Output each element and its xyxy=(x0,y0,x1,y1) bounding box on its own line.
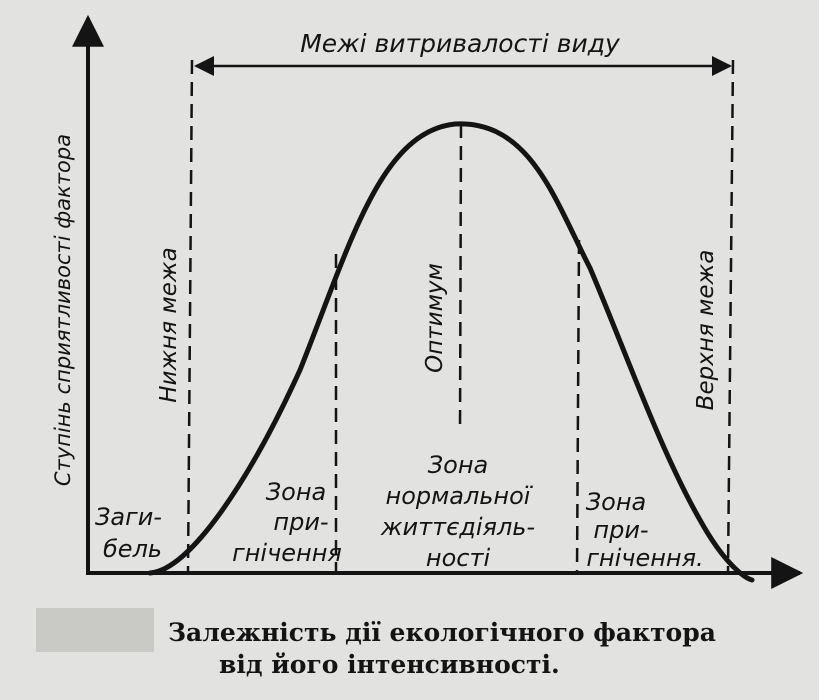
y-axis-label: Ступінь сприятливості фактора xyxy=(51,134,75,486)
lower-limit-label: Нижня межа xyxy=(156,247,182,402)
caption-line-2: від його інтенсивності. xyxy=(219,650,560,679)
zone-oppression-right-line-3: гнічення. xyxy=(586,544,703,572)
zone-oppression-left-line-3: гнічення xyxy=(232,539,342,567)
right-oppression-line xyxy=(575,239,581,573)
lower-limit-line xyxy=(186,59,194,573)
zone-normal-line-4: ності xyxy=(426,544,491,572)
zone-oppression-right-line-1: Зона xyxy=(586,488,646,516)
optimum-line xyxy=(458,123,463,433)
zone-normal: Зона нормальної життєдіяль- ності xyxy=(380,451,535,572)
caption-line-1: Залежність дії екологічного фактора xyxy=(168,618,716,647)
optimum-label: Оптимум xyxy=(422,263,448,373)
zone-oppression-left: Зона при- гнічення xyxy=(232,478,342,567)
upper-limit-label: Верхня межа xyxy=(693,250,719,411)
zone-normal-line-2: нормальної xyxy=(386,482,534,510)
zone-death-line-2: бель xyxy=(103,535,162,563)
zone-oppression-left-line-2: при- xyxy=(273,508,328,536)
zone-normal-line-1: Зона xyxy=(428,451,488,479)
zone-oppression-left-line-1: Зона xyxy=(266,478,326,506)
zone-death-line-1: Заги- xyxy=(95,503,162,531)
zone-oppression-right: Зона при- гнічення. xyxy=(586,488,704,572)
caption-mask xyxy=(36,608,154,652)
upper-limit-line xyxy=(726,59,735,573)
tolerance-range-label: Межі витривалості виду xyxy=(300,29,621,58)
zone-normal-line-3: життєдіяль- xyxy=(380,513,535,541)
zone-oppression-right-line-2: при- xyxy=(593,516,648,544)
tolerance-curve xyxy=(147,121,755,583)
zone-death: Заги- бель xyxy=(95,503,162,563)
